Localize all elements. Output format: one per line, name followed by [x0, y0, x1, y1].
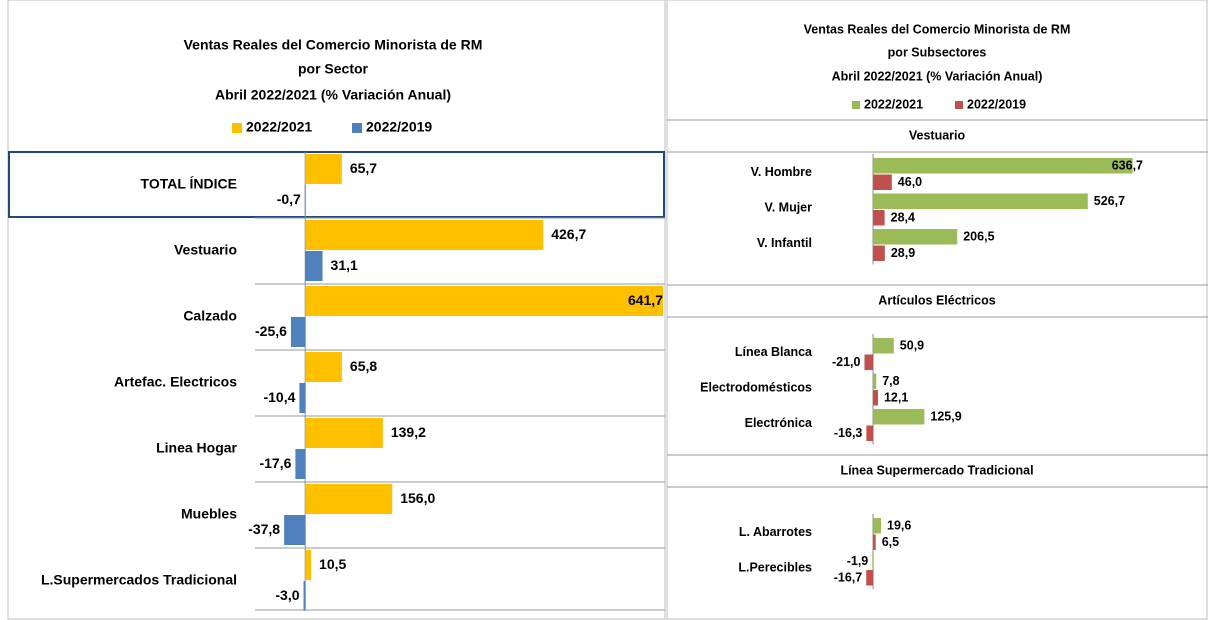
- group-title: Artículos Eléctricos: [878, 293, 995, 307]
- category-label: Electrónica: [745, 416, 813, 430]
- category-label: Linea Hogar: [156, 440, 237, 456]
- bar: [873, 373, 877, 389]
- legend-swatch: [955, 101, 963, 109]
- bar: [873, 390, 878, 406]
- subsector-chart: Ventas Reales del Comercio Minorista de …: [666, 0, 1208, 620]
- bar: [305, 251, 323, 281]
- chart-title: Abril 2022/2021 (% Variación Anual): [215, 87, 451, 103]
- value-label: -1,9: [847, 554, 869, 568]
- chart-frame: [666, 0, 1208, 620]
- chart-title: Ventas Reales del Comercio Minorista de …: [184, 37, 483, 53]
- value-label: 10,5: [319, 556, 346, 572]
- category-label: L.Perecibles: [738, 560, 812, 574]
- value-label: 19,6: [887, 519, 911, 533]
- bar: [873, 158, 1133, 174]
- value-label: 426,7: [551, 226, 586, 242]
- value-label: 46,0: [898, 175, 922, 189]
- legend-label: 2022/2019: [366, 119, 432, 135]
- category-label: Electrodomésticos: [700, 380, 812, 394]
- category-label: Vestuario: [174, 242, 237, 258]
- bar: [866, 570, 874, 586]
- value-label: 6,5: [882, 535, 899, 549]
- chart-title: Ventas Reales del Comercio Minorista de …: [804, 22, 1071, 36]
- legend-label: 2022/2019: [967, 97, 1026, 111]
- category-label: Línea Blanca: [735, 345, 813, 359]
- highlight-frame: [8, 151, 665, 218]
- value-label: -25,6: [255, 323, 287, 339]
- legend-swatch: [852, 101, 860, 109]
- sector-chart: Ventas Reales del Comercio Minorista de …: [7, 0, 666, 620]
- value-label: 125,9: [930, 410, 961, 424]
- value-label: -21,0: [832, 355, 861, 369]
- bar: [873, 338, 894, 354]
- chart-title: por Sector: [298, 61, 369, 77]
- legend-swatch: [232, 123, 242, 133]
- bar: [303, 581, 306, 611]
- bar: [873, 534, 876, 550]
- legend-swatch: [352, 123, 362, 133]
- bar: [304, 185, 306, 215]
- legend-label: 2022/2021: [864, 97, 923, 111]
- value-label: -16,3: [834, 426, 863, 440]
- bar: [864, 354, 874, 370]
- category-label: L. Abarrotes: [739, 525, 812, 539]
- bar: [305, 418, 383, 448]
- value-label: -3,0: [275, 587, 299, 603]
- bar: [305, 550, 312, 580]
- category-label: Calzado: [183, 308, 237, 324]
- bar: [305, 220, 544, 250]
- bar: [290, 317, 306, 347]
- bar: [284, 515, 306, 545]
- chart-title: por Subsectores: [888, 45, 987, 59]
- category-label: V. Mujer: [765, 200, 813, 214]
- value-label: 28,4: [891, 211, 915, 225]
- value-label: 31,1: [331, 257, 358, 273]
- value-label: 139,2: [391, 424, 426, 440]
- bar: [873, 518, 882, 534]
- value-label: 526,7: [1094, 194, 1125, 208]
- value-label: 156,0: [400, 490, 435, 506]
- bar: [873, 193, 1088, 209]
- category-label: TOTAL ÍNDICE: [141, 176, 237, 192]
- bar: [305, 484, 393, 514]
- value-label: 28,9: [891, 246, 915, 260]
- bar: [873, 409, 925, 425]
- bar: [305, 154, 342, 184]
- bar: [873, 245, 885, 261]
- group-title: Línea Supermercado Tradicional: [840, 463, 1033, 477]
- chart-title: Abril 2022/2021 (% Variación Anual): [832, 69, 1043, 83]
- chart-frame: [7, 0, 666, 620]
- bar: [872, 553, 874, 569]
- value-label: 206,5: [963, 230, 994, 244]
- value-label: 7,8: [882, 374, 899, 388]
- value-label: -0,7: [277, 191, 301, 207]
- value-label: -10,4: [263, 389, 295, 405]
- bar: [873, 229, 958, 245]
- value-label: 12,1: [884, 391, 908, 405]
- category-label: Artefac. Electricos: [114, 374, 237, 390]
- value-label: 65,7: [350, 160, 377, 176]
- bar: [305, 352, 342, 382]
- bar: [299, 383, 306, 413]
- legend-label: 2022/2021: [246, 119, 312, 135]
- value-label: -37,8: [248, 521, 280, 537]
- group-title: Vestuario: [909, 128, 966, 142]
- bar: [305, 286, 664, 316]
- category-label: L.Supermercados Tradicional: [41, 572, 237, 588]
- value-label: 50,9: [900, 339, 924, 353]
- bar: [873, 174, 892, 190]
- value-label: 636,7: [1112, 159, 1143, 173]
- value-label: -16,7: [834, 571, 863, 585]
- category-label: V. Hombre: [751, 165, 812, 179]
- category-label: Muebles: [181, 506, 237, 522]
- value-label: 641,7: [628, 292, 663, 308]
- bar: [873, 210, 885, 226]
- value-label: 65,8: [350, 358, 377, 374]
- category-label: V. Infantil: [757, 236, 812, 250]
- bar: [866, 425, 874, 441]
- bar: [295, 449, 306, 479]
- value-label: -17,6: [259, 455, 291, 471]
